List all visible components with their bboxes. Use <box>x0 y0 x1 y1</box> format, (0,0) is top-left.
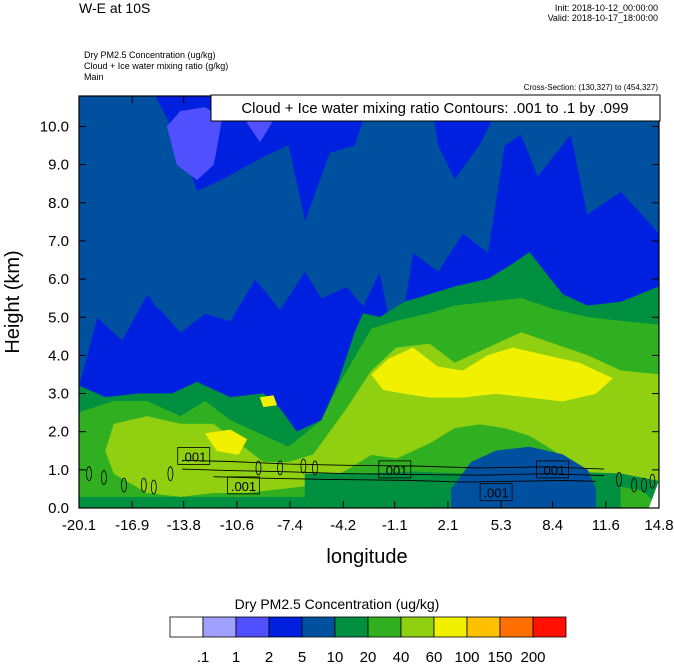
pm25-region-4 <box>143 286 171 318</box>
contour-label-1: .001 <box>231 479 256 494</box>
y-tick-label-3: 3.0 <box>48 386 69 403</box>
colorbar-label-0: .1 <box>197 649 210 666</box>
contour-title-box: Cloud + Ice water mixing ratio Contours:… <box>210 94 661 122</box>
contour-label-box-0 <box>177 447 211 465</box>
colorbar-label-3: 5 <box>298 649 306 666</box>
cloud-contour-line-1 <box>181 468 605 477</box>
x-tick-label-2: -13.8 <box>167 517 201 534</box>
cloud-contour-loop-13 <box>649 473 656 489</box>
contour-label-box-1 <box>227 476 260 495</box>
cloud-contour-line-2 <box>213 476 596 483</box>
pm25-region-10 <box>259 395 278 408</box>
init-time-label: Init: 2018-10-12_00:00:00 <box>554 3 658 13</box>
colorbar-label-7: 60 <box>426 649 443 666</box>
cross-section-label: Cross-Section: (130,327) to (454,327) <box>523 83 658 92</box>
colorbar-label-8: 100 <box>454 649 479 666</box>
colorbar-swatch-11 <box>532 616 567 638</box>
x-tick-label-5: -4.2 <box>330 517 356 534</box>
axes: -20.1 -16.9 -13.8 -10.6 -7.4 -4.2 -1.1 2.1 5.3 8.… <box>40 96 674 534</box>
colorbar-swatch-9 <box>466 616 501 638</box>
colorbar-swatch-4 <box>301 616 336 638</box>
colorbar-label-10: 200 <box>520 649 545 666</box>
colorbar-swatch-0 <box>169 616 204 638</box>
x-tick-label-3: -10.6 <box>220 517 254 534</box>
x-tick-label-10: 11.6 <box>592 517 620 534</box>
variable-label-main: Main <box>84 72 104 82</box>
x-tick-label-7: 2.1 <box>438 517 459 534</box>
cloud-contour-loop-10 <box>616 471 622 487</box>
colorbar-title: Dry PM2.5 Concentration (ug/kg) <box>234 596 440 612</box>
colorbar: .1 1 2 5 10 20 40 60 100 150 200 <box>169 616 567 666</box>
pm25-region-1 <box>79 96 659 386</box>
x-tick-label-0: -20.1 <box>62 517 96 534</box>
x-tick-label-1: -16.9 <box>115 517 149 534</box>
cloud-contour-loop-0 <box>86 466 92 482</box>
colorbar-swatch-2 <box>235 616 270 638</box>
x-tick-label-8: 5.3 <box>491 517 512 534</box>
cloud-contour-loop-11 <box>631 477 637 493</box>
y-tick-label-1: 1.0 <box>48 462 69 479</box>
cloud-contour-loop-9 <box>312 460 318 476</box>
colorbar-swatch-3 <box>268 616 303 638</box>
pm25-field <box>79 96 659 508</box>
contour-label-box-3 <box>479 483 513 502</box>
pm25-region-12 <box>451 446 597 508</box>
cloud-contour-loop-12 <box>641 477 647 493</box>
cloud-contour-loop-7 <box>277 460 284 476</box>
contour-label-box-4 <box>536 460 569 479</box>
colorbar-swatch-7 <box>400 616 435 638</box>
y-axis-title: Height (km) <box>2 250 24 353</box>
y-tick-label-6: 6.0 <box>48 271 69 288</box>
chart-title: W-E at 10S <box>79 0 151 16</box>
y-tick-label-2: 2.0 <box>48 424 69 441</box>
y-tick-label-0: 0.0 <box>48 500 69 517</box>
variable-label-pm25: Dry PM2.5 Concentration (ug/kg) <box>84 50 216 60</box>
y-tick-label-7: 7.0 <box>48 233 69 250</box>
cloud-contour-loop-4 <box>150 479 157 495</box>
pm25-region-9 <box>204 429 248 455</box>
pm25-region-8 <box>371 347 613 402</box>
valid-time-label: Valid: 2018-10-17_18:00:00 <box>547 13 658 23</box>
y-tick-label-9: 9.0 <box>48 157 69 174</box>
x-tick-label-9: 8.4 <box>542 517 563 534</box>
cloud-contour-loop-5 <box>167 466 174 482</box>
colorbar-swatch-8 <box>433 616 468 638</box>
cloud-contours: .001 .001 .001 .001 .001 <box>86 447 656 502</box>
cloud-contour-line-0 <box>181 459 605 470</box>
contour-label-3: .001 <box>483 486 508 501</box>
contour-label-0: .001 <box>181 450 206 465</box>
cloud-contour-loop-1 <box>101 470 107 485</box>
colorbar-swatch-5 <box>334 616 369 638</box>
cloud-contour-loop-3 <box>140 477 147 493</box>
colorbar-label-5: 20 <box>360 649 377 666</box>
colorbar-swatch-1 <box>202 616 237 638</box>
y-tick-label-10: 10.0 <box>40 119 69 136</box>
contour-title: Cloud + Ice water mixing ratio Contours:… <box>241 100 628 117</box>
variable-label-cloud: Cloud + Ice water mixing ratio (g/kg) <box>84 61 229 71</box>
pm25-region-2 <box>166 107 223 181</box>
y-tick-label-8: 8.0 <box>48 195 69 212</box>
cloud-contour-loop-8 <box>300 458 307 474</box>
cloud-contour-loop-6 <box>255 460 262 476</box>
colorbar-label-1: 1 <box>232 649 240 666</box>
cloud-contour-loop-2 <box>121 477 127 493</box>
colorbar-swatch-6 <box>367 616 402 638</box>
x-axis-title: longitude <box>326 546 407 568</box>
colorbar-label-4: 10 <box>327 649 344 666</box>
x-tick-label-6: -1.1 <box>382 517 408 534</box>
colorbar-label-6: 40 <box>393 649 410 666</box>
contour-label-box-2 <box>378 460 412 479</box>
colorbar-label-9: 150 <box>487 649 512 666</box>
pm25-region-13 <box>620 486 653 508</box>
y-tick-label-5: 5.0 <box>48 309 69 326</box>
colorbar-label-2: 2 <box>265 649 273 666</box>
colorbar-swatch-10 <box>499 616 534 638</box>
contour-label-4: .001 <box>540 463 565 478</box>
y-tick-label-4: 4.0 <box>48 347 69 364</box>
x-tick-label-11: 14.8 <box>644 517 673 534</box>
contour-label-2: .001 <box>382 463 407 478</box>
x-tick-label-4: -7.4 <box>277 517 303 534</box>
pm25-region-14 <box>648 481 659 508</box>
